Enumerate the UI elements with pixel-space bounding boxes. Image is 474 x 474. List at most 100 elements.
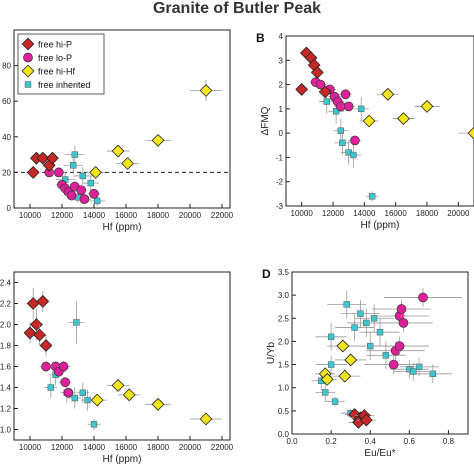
figure-title: Granite of Butler Peak bbox=[152, 0, 322, 17]
x-tick-label: 10000 bbox=[291, 209, 314, 218]
data-point bbox=[382, 352, 390, 359]
y-axis-label: U/Yb bbox=[266, 341, 277, 364]
data-point bbox=[66, 190, 77, 201]
data-point bbox=[351, 324, 358, 331]
data-point bbox=[71, 151, 78, 158]
data-point bbox=[122, 388, 136, 402]
data-point bbox=[121, 157, 135, 170]
y-tick-label: 1.6 bbox=[0, 363, 12, 372]
x-tick-label: 14000 bbox=[83, 443, 106, 452]
data-point bbox=[343, 301, 350, 308]
plot-frame bbox=[291, 271, 469, 435]
plot-area bbox=[295, 46, 474, 202]
x-axis-label: Hf (ppm) bbox=[361, 220, 400, 231]
data-point bbox=[315, 79, 326, 90]
y-axis-label: ΔFMQ bbox=[260, 106, 271, 135]
x-axis-label: Hf (ppm) bbox=[103, 222, 142, 233]
data-point bbox=[318, 85, 332, 99]
y-tick-label: 2 bbox=[279, 81, 284, 90]
panel-letter: B bbox=[256, 31, 265, 45]
y-tick-label: 4 bbox=[279, 32, 284, 41]
legend-label: free inherited bbox=[38, 80, 91, 90]
y-tick-label: 2.2 bbox=[0, 300, 12, 309]
data-point bbox=[343, 101, 354, 112]
x-tick-label: 20000 bbox=[447, 209, 470, 218]
y-tick-label: -3 bbox=[276, 202, 284, 211]
data-point bbox=[336, 339, 350, 353]
x-tick-label: 16000 bbox=[385, 209, 408, 218]
data-point bbox=[420, 100, 434, 113]
data-point bbox=[370, 315, 378, 322]
data-point bbox=[89, 165, 103, 179]
x-tick-label: 18000 bbox=[147, 443, 170, 452]
y-tick-label: 20 bbox=[2, 168, 11, 177]
data-point bbox=[26, 165, 40, 179]
y-tick-label: 0.5 bbox=[278, 407, 290, 416]
panel-3: 10000 12000 14000 16000 18000 20000 22000 1.0 1.… bbox=[0, 271, 234, 465]
y-tick-label: 60 bbox=[2, 97, 11, 106]
x-tick-label: 10000 bbox=[19, 443, 42, 452]
data-point bbox=[327, 333, 335, 340]
data-point bbox=[71, 394, 78, 402]
legend-label: free hi-P bbox=[38, 40, 72, 50]
y-tick-label: 1.2 bbox=[0, 405, 12, 414]
panel-1: 10000 12000 14000 16000 18000 20000 22000 0 20 40… bbox=[2, 29, 234, 233]
data-point bbox=[340, 89, 351, 100]
y-tick-label: 80 bbox=[2, 62, 11, 71]
data-point bbox=[36, 294, 50, 308]
data-point bbox=[398, 318, 409, 328]
y-tick-label: 2.0 bbox=[278, 337, 290, 346]
plot-area bbox=[23, 287, 222, 430]
panel-4: 0.0 0.2 0.4 0.6 0.8 0.0 0.5 1.0 1.5 2.0 2.5 3.0 3.5 E… bbox=[262, 267, 469, 459]
y-tick-label: 40 bbox=[2, 133, 11, 142]
x-tick-label: 22000 bbox=[211, 443, 234, 452]
y-tick-label: 2.0 bbox=[0, 321, 12, 330]
data-point bbox=[36, 151, 50, 165]
x-tick-label: 20000 bbox=[179, 443, 202, 452]
data-point bbox=[199, 412, 213, 426]
x-tick-label: 12000 bbox=[322, 209, 345, 218]
data-point bbox=[322, 389, 329, 396]
data-point bbox=[332, 108, 340, 115]
y-tick-label: -1 bbox=[276, 153, 284, 162]
data-point bbox=[70, 162, 77, 169]
data-point bbox=[41, 361, 51, 372]
x-tick-label: 12000 bbox=[51, 443, 74, 452]
data-point bbox=[359, 413, 373, 427]
y-tick-label: 0 bbox=[279, 129, 284, 138]
data-point bbox=[396, 304, 407, 314]
x-tick-label: 20000 bbox=[179, 211, 202, 220]
x-tick-label: 18000 bbox=[147, 211, 170, 220]
data-point bbox=[418, 292, 428, 303]
data-point bbox=[76, 185, 87, 196]
x-tick-label: 10000 bbox=[19, 211, 42, 220]
data-point bbox=[60, 377, 71, 388]
data-point bbox=[363, 319, 370, 327]
x-axis-label: Eu/Eu* bbox=[364, 448, 395, 459]
data-point bbox=[350, 151, 357, 159]
plot-area bbox=[26, 79, 222, 207]
y-tick-label: 0.0 bbox=[278, 430, 290, 439]
data-point bbox=[79, 389, 86, 396]
data-point bbox=[94, 197, 101, 205]
x-tick-label: 0.6 bbox=[404, 437, 416, 446]
data-point bbox=[327, 361, 335, 368]
data-point bbox=[357, 310, 364, 317]
plot-area bbox=[311, 288, 463, 429]
data-point bbox=[47, 384, 54, 391]
x-tick-label: 0.4 bbox=[365, 437, 377, 446]
data-point bbox=[90, 393, 104, 407]
data-point bbox=[344, 353, 358, 367]
data-point bbox=[199, 84, 213, 97]
legend-label: free hi-Hf bbox=[38, 67, 76, 77]
x-tick-label: 0.8 bbox=[443, 437, 455, 446]
data-point bbox=[388, 359, 399, 370]
y-tick-label: 1.8 bbox=[0, 342, 12, 351]
data-point bbox=[368, 193, 376, 200]
data-point bbox=[338, 369, 352, 383]
panel-letter: D bbox=[262, 267, 271, 281]
data-point bbox=[350, 135, 360, 146]
data-point bbox=[79, 172, 86, 180]
data-point bbox=[53, 167, 64, 178]
legend: free hi-P free lo-P free hi-Hf free inherit… bbox=[17, 33, 105, 95]
